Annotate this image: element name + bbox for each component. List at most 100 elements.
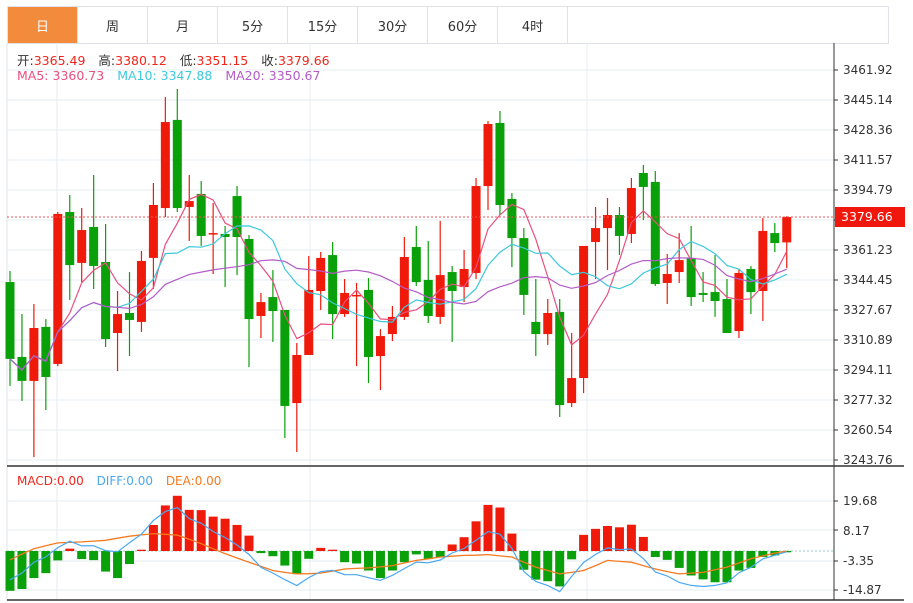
candle-up	[567, 378, 577, 404]
macd-bar	[519, 551, 529, 570]
ma20-label: MA20:	[225, 68, 265, 83]
candle-down	[89, 226, 99, 266]
candle-up	[435, 275, 445, 317]
candle-down	[531, 321, 541, 335]
candle-down	[220, 233, 230, 238]
macd-bar	[579, 534, 589, 551]
macd-bar	[483, 504, 493, 551]
macd-bar	[662, 551, 672, 560]
macd-bar	[268, 551, 278, 557]
macd-tick: -3.35	[843, 554, 875, 568]
macd-bar	[555, 551, 565, 587]
macd-bar	[626, 524, 636, 551]
macd-bar	[543, 551, 553, 582]
candle-up	[148, 205, 158, 258]
macd-bar	[125, 551, 134, 565]
macd-bar	[591, 528, 601, 551]
macd-tick: 19.68	[843, 494, 878, 508]
macd-tick: -14.87	[843, 583, 882, 597]
macd-bar	[232, 524, 242, 551]
candle-down	[196, 193, 206, 236]
macd-bar	[435, 551, 445, 557]
candle-up	[53, 213, 63, 364]
tab-day[interactable]: 日	[8, 7, 78, 43]
candle-down	[770, 233, 780, 244]
price-tick: 3461.92	[843, 63, 893, 77]
candle-down	[364, 289, 373, 357]
candle-up	[399, 257, 409, 317]
macd-bar	[196, 510, 206, 551]
candle-down	[244, 238, 254, 320]
macd-bar	[160, 505, 170, 551]
macd-bar	[101, 551, 111, 572]
macd-bar	[292, 551, 302, 575]
diff-line	[9, 506, 787, 593]
ma5-label: MA5:	[17, 68, 49, 83]
macd-bar	[507, 533, 517, 551]
macd-bar	[41, 551, 51, 574]
macd-bar	[758, 551, 768, 557]
candle-up	[77, 230, 87, 263]
macd-bar	[5, 551, 15, 591]
tab-5min[interactable]: 5分	[218, 7, 288, 43]
candle-up	[387, 316, 397, 335]
diff-value: 0.00	[126, 474, 153, 488]
macd-bar	[53, 551, 63, 561]
macd-bar	[172, 495, 182, 551]
price-tick: 3344.45	[843, 273, 893, 287]
candle-up	[626, 188, 636, 234]
candle-down	[268, 297, 278, 312]
candle-down	[722, 299, 732, 334]
last-price-label: 3379.66	[835, 207, 905, 227]
candle-up	[603, 215, 612, 229]
macd-bar	[65, 548, 75, 551]
close-label: 收:	[261, 53, 278, 68]
candle-down	[328, 255, 338, 315]
tab-30min[interactable]: 30分	[358, 7, 428, 43]
macd-bar	[375, 551, 385, 579]
candle-down	[638, 173, 648, 187]
macd-bar	[567, 551, 577, 560]
price-tick: 3243.76	[843, 453, 893, 467]
tab-bar-filler	[568, 7, 889, 43]
price-tick: 3260.54	[843, 423, 893, 437]
low-label: 低:	[179, 53, 197, 68]
candle-up	[674, 260, 684, 273]
tab-15min[interactable]: 15分	[288, 7, 358, 43]
macd-bar	[184, 509, 194, 551]
macd-bar	[471, 521, 481, 551]
dea-label: DEA:	[165, 474, 195, 488]
candle-up	[352, 294, 362, 297]
tab-week[interactable]: 周	[78, 7, 148, 43]
macd-bar	[495, 507, 505, 551]
tab-month[interactable]: 月	[148, 7, 218, 43]
macd-bar	[304, 551, 314, 559]
price-tick: 3277.32	[843, 393, 893, 407]
candle-up	[662, 274, 672, 283]
macd-bar	[650, 551, 660, 557]
tab-60min[interactable]: 60分	[428, 7, 498, 43]
ma5-line	[9, 193, 788, 371]
candle-up	[208, 233, 218, 235]
candle-down	[650, 181, 660, 285]
macd-bar	[423, 551, 433, 560]
candle-down	[125, 312, 134, 320]
candle-up	[782, 217, 792, 243]
price-tick: 3445.14	[843, 93, 893, 107]
macd-bar	[387, 551, 397, 571]
candle-up	[316, 257, 326, 291]
price-tick: 3361.23	[843, 243, 893, 257]
candle-down	[172, 119, 182, 209]
macd-bar	[244, 535, 254, 551]
candle-up	[591, 228, 601, 243]
macd-bar	[698, 551, 708, 580]
macd-bar	[710, 551, 720, 583]
candle-down	[280, 309, 290, 406]
macd-bar	[113, 551, 123, 579]
candle-down	[519, 238, 529, 295]
macd-bar	[399, 551, 409, 563]
candle-down	[555, 311, 565, 406]
candle-down	[447, 272, 457, 291]
tab-4hour[interactable]: 4时	[498, 7, 568, 43]
